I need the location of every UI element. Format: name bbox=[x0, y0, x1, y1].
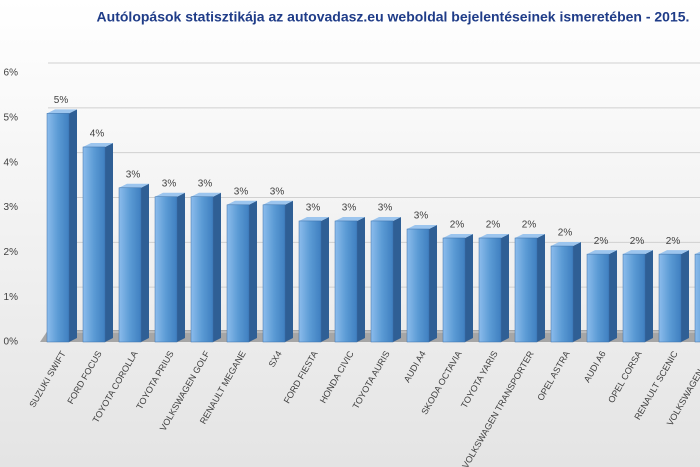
bar-side bbox=[285, 200, 293, 342]
bar bbox=[514, 237, 538, 343]
data-label: 3% bbox=[126, 169, 141, 180]
bar-side bbox=[645, 250, 653, 342]
bar bbox=[298, 220, 322, 343]
data-label: 2% bbox=[522, 220, 537, 231]
bar-side bbox=[249, 200, 257, 342]
data-label: 2% bbox=[558, 228, 573, 239]
data-label: 2% bbox=[666, 236, 681, 247]
bar-top bbox=[227, 200, 257, 205]
bar-side bbox=[681, 250, 689, 342]
bar-side bbox=[429, 225, 437, 342]
y-tick-label: 3% bbox=[4, 202, 19, 213]
data-label: 3% bbox=[198, 178, 213, 189]
bar bbox=[82, 146, 106, 343]
bar-side bbox=[213, 192, 221, 342]
bar-top bbox=[299, 216, 329, 221]
bar-top bbox=[443, 233, 473, 238]
bar bbox=[406, 228, 430, 343]
bar-top bbox=[407, 225, 437, 230]
data-label: 2% bbox=[450, 220, 465, 231]
bar bbox=[586, 253, 610, 343]
bar-side bbox=[105, 142, 113, 342]
bar bbox=[370, 220, 394, 343]
bar bbox=[694, 253, 700, 343]
bar-side bbox=[465, 233, 473, 342]
data-label: 3% bbox=[162, 178, 177, 189]
bar-top bbox=[335, 216, 365, 221]
data-label: 2% bbox=[630, 236, 645, 247]
bar-side bbox=[141, 183, 149, 342]
data-label: 3% bbox=[270, 186, 285, 197]
y-tick-label: 5% bbox=[4, 112, 19, 123]
bar-top bbox=[119, 183, 149, 188]
bar bbox=[154, 196, 178, 343]
y-tick-label: 2% bbox=[4, 247, 19, 258]
bar bbox=[262, 204, 286, 343]
data-label: 3% bbox=[234, 186, 249, 197]
bar-top bbox=[83, 142, 113, 147]
bar bbox=[442, 237, 466, 343]
bar-side bbox=[501, 233, 509, 342]
bar-top bbox=[155, 192, 185, 197]
bar bbox=[622, 253, 646, 343]
bar-top bbox=[695, 251, 700, 255]
y-tick-label: 4% bbox=[4, 157, 19, 168]
bar-side bbox=[573, 242, 581, 342]
data-label: 3% bbox=[306, 203, 321, 214]
bar-top bbox=[479, 233, 509, 238]
bar-side bbox=[321, 216, 329, 342]
y-tick-label: 1% bbox=[4, 292, 19, 303]
bar bbox=[190, 196, 214, 343]
bar bbox=[658, 253, 682, 343]
bar-top bbox=[623, 250, 653, 255]
data-label: 3% bbox=[414, 211, 429, 222]
bar-top bbox=[587, 250, 617, 255]
bar-side bbox=[393, 216, 401, 342]
bar bbox=[226, 204, 250, 343]
bar bbox=[118, 187, 142, 343]
data-label: 5% bbox=[54, 95, 69, 106]
bar bbox=[46, 113, 70, 343]
data-label: 3% bbox=[378, 203, 393, 214]
data-label: 3% bbox=[342, 203, 357, 214]
bar bbox=[334, 220, 358, 343]
chart-title: Autólopások statisztikája az autovadasz.… bbox=[97, 9, 690, 25]
bar-top bbox=[371, 216, 401, 221]
data-label: 2% bbox=[594, 236, 609, 247]
bar-top bbox=[263, 200, 293, 205]
bar-side bbox=[357, 216, 365, 342]
bar-side bbox=[177, 192, 185, 342]
bar bbox=[478, 237, 502, 343]
bar-top bbox=[515, 233, 545, 238]
bar-top bbox=[551, 242, 581, 247]
data-label: 4% bbox=[90, 129, 105, 140]
bar-side bbox=[537, 233, 545, 342]
bar bbox=[550, 245, 574, 343]
bar-side bbox=[69, 109, 77, 342]
bar-top bbox=[47, 109, 77, 114]
data-label: 2% bbox=[486, 220, 501, 231]
bar-top bbox=[191, 192, 221, 197]
bar-top bbox=[659, 250, 689, 255]
y-tick-label: 6% bbox=[4, 68, 19, 79]
bar-side bbox=[609, 250, 617, 342]
y-tick-label: 0% bbox=[4, 337, 19, 348]
